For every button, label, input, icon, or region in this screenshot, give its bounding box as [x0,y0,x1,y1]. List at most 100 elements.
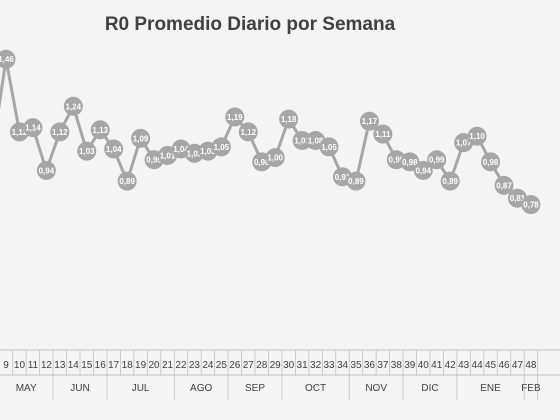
data-point [90,120,110,140]
x-tick-label: 15 [81,360,93,371]
data-label: 1,12 [240,128,256,137]
x-tick-label: 42 [445,360,457,371]
data-label: 1,07 [456,139,472,148]
x-tick-label: 26 [229,360,241,371]
x-tick-label: 27 [243,360,255,371]
data-point [440,171,460,191]
x-tick-label: 9 [3,360,9,371]
data-point [265,148,285,168]
data-point [63,96,83,116]
x-tick-label: 20 [148,360,160,371]
x-tick-label: 46 [498,360,510,371]
data-point [319,137,339,157]
data-label: 1,11 [375,130,391,139]
data-label: 1,00 [267,154,283,163]
data-point [104,139,124,159]
x-tick-label: 36 [364,360,376,371]
x-tick-label: 40 [418,360,430,371]
data-label: 1,04 [173,145,189,154]
chart-title: R0 Promedio Diario por Semana [104,14,396,35]
data-label: 0,99 [389,156,405,165]
month-label: NOV [365,383,387,394]
data-label: 1,10 [469,132,485,141]
data-label: 1,03 [200,147,216,156]
x-tick-label: 18 [122,360,134,371]
data-label: 0,87 [496,181,512,190]
month-label: MAY [16,383,37,394]
month-label: OCT [305,383,326,394]
x-tick-label: 19 [135,360,147,371]
data-label: 1,08 [294,136,310,145]
x-tick-label: 31 [297,360,309,371]
data-point [238,122,258,142]
data-label: 0,98 [483,158,499,167]
data-label: 1,03 [79,147,95,156]
month-label: JUN [70,383,89,394]
data-label: 0,99 [146,156,162,165]
x-tick-label: 24 [202,360,214,371]
data-label: 1,12 [52,128,68,137]
x-tick-label: 45 [485,360,497,371]
data-label: 1,04 [106,145,122,154]
x-tick-label: 21 [162,360,174,371]
data-point [373,124,393,144]
data-point [225,107,245,127]
data-point [494,175,514,195]
data-label: 0,78 [523,201,539,210]
data-label: 1,17 [362,117,378,126]
x-tick-label: 37 [377,360,389,371]
x-tick-label: 44 [472,360,484,371]
data-label: 0,98 [402,158,418,167]
data-label: 0,89 [119,177,135,186]
data-label: 1,02 [187,149,203,158]
data-label: 1,19 [227,113,243,122]
data-point [413,160,433,180]
data-point [292,130,312,150]
data-label: 1,05 [214,143,230,152]
data-point [36,160,56,180]
data-point [427,150,447,170]
data-label: 1,46 [0,55,14,64]
data-point [400,152,420,172]
data-label: 0,89 [348,177,364,186]
data-point [279,109,299,129]
month-label: JUL [132,383,150,394]
x-tick-label: 17 [108,360,120,371]
x-tick-label: 47 [512,360,524,371]
data-point [131,128,151,148]
data-label: 1,09 [133,134,149,143]
data-label: 1,24 [66,102,82,111]
data-label: 1,12 [12,128,28,137]
month-label: ENE [480,383,501,394]
data-label: 0,99 [429,156,445,165]
data-point [50,122,70,142]
x-tick-label: 25 [216,360,228,371]
x-tick-label: 41 [431,360,443,371]
data-point [77,141,97,161]
data-point [467,126,487,146]
x-tick-label: 43 [458,360,470,371]
data-point [117,171,137,191]
x-tick-label: 13 [54,360,66,371]
x-tick-label: 32 [310,360,322,371]
x-tick-label: 48 [525,360,537,371]
x-tick-label: 10 [14,360,26,371]
month-label: DIC [421,383,438,394]
series-line-lead [0,59,8,110]
data-point [23,118,43,138]
x-tick-label: 39 [404,360,416,371]
x-tick-label: 34 [337,360,349,371]
x-tick-label: 12 [41,360,53,371]
data-label: 0,98 [254,158,270,167]
x-tick-label: 11 [28,360,39,371]
data-label: 0,89 [442,177,458,186]
data-label: 0,94 [39,166,55,175]
data-label: 0,91 [335,173,351,182]
data-label: 0,81 [510,194,526,203]
data-label: 1,01 [160,151,176,160]
data-point [346,171,366,191]
data-point [521,195,541,215]
x-tick-label: 29 [270,360,282,371]
data-label: 0,94 [415,166,431,175]
